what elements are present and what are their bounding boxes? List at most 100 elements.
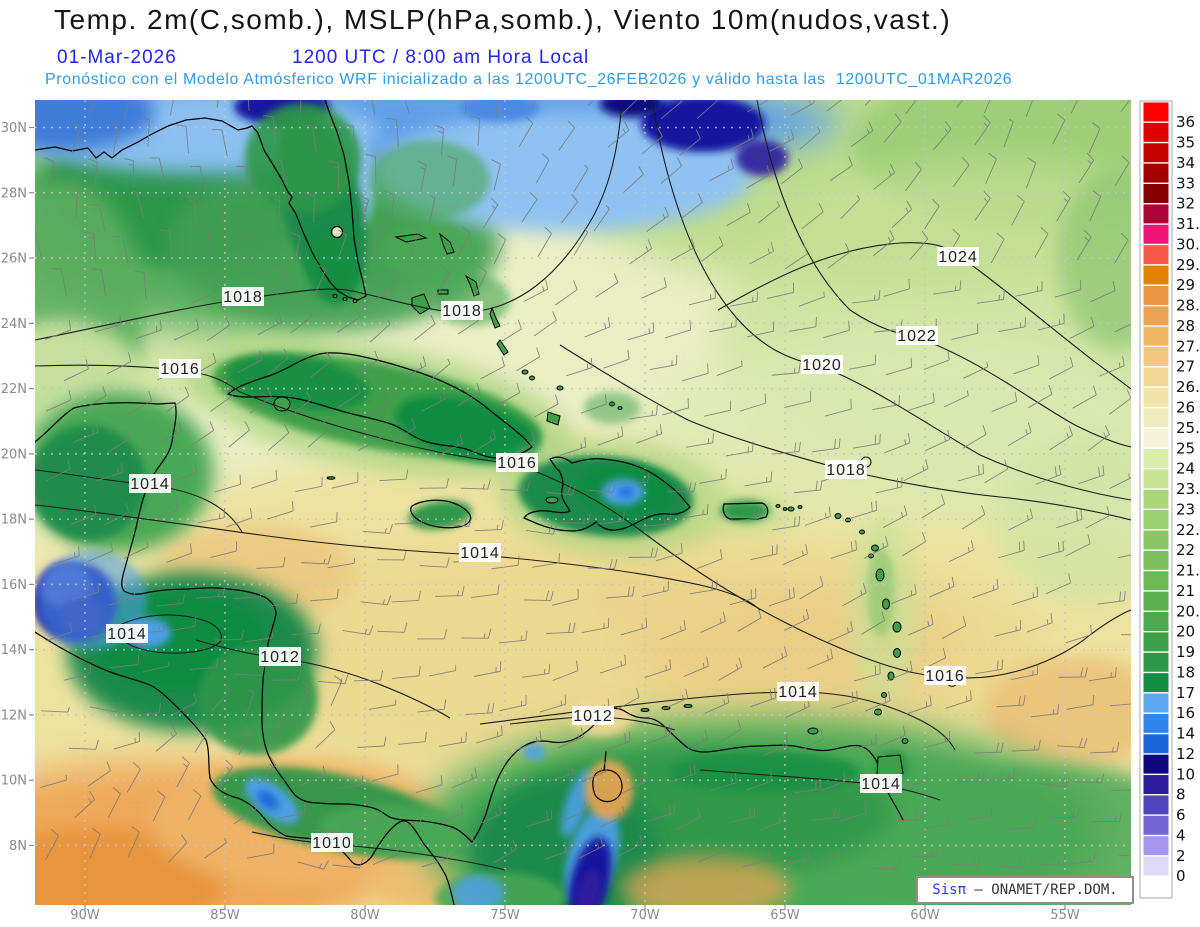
lon-label: 60W (910, 908, 940, 923)
axis-labels: 30N 28N 26N 24N 22N 20N 18N 16N 14N 12N 10N 8N 90W 85… (1, 121, 1080, 923)
wind-barb (337, 383, 361, 408)
isobar-label: 1018 (826, 462, 866, 479)
wind-barb (603, 349, 630, 369)
wind-barb (251, 470, 278, 489)
wind-barb (1121, 625, 1131, 636)
wind-barb (435, 586, 465, 597)
wind-barb (336, 308, 360, 333)
wind-barb (68, 739, 99, 750)
wind-barb (974, 115, 991, 146)
wind-barb (861, 610, 886, 635)
wind-barb (74, 790, 95, 819)
wind-barb (72, 422, 99, 443)
wind-barb (302, 124, 317, 153)
wind-barb (537, 226, 552, 257)
wind-barb (990, 232, 1005, 264)
wind-barb (560, 513, 591, 524)
isobar-label: 1014 (861, 776, 901, 793)
colorbar-cell (1143, 550, 1169, 570)
wind-barb (962, 424, 987, 449)
wind-barb (823, 320, 850, 339)
colorbar-cell (1143, 713, 1169, 733)
wind-barb (268, 424, 290, 451)
wind-barb (909, 230, 929, 260)
wind-barb (905, 100, 923, 115)
colorbar-tick-label: 18 (1176, 663, 1195, 681)
wind-barb (257, 312, 282, 336)
wind-barb (421, 389, 447, 412)
wind-barb (974, 190, 991, 221)
wind-barb (551, 589, 579, 606)
wind-barb (465, 703, 495, 715)
colorbar-cell (1143, 224, 1169, 244)
wind-barb (539, 694, 567, 713)
wind-barb (1110, 693, 1131, 707)
wind-barb (587, 100, 609, 106)
colorbar-cell (1143, 815, 1169, 835)
wind-barb (729, 128, 754, 151)
wind-barb (762, 735, 789, 757)
wind-barb (353, 670, 384, 682)
wind-barb (342, 625, 374, 636)
colorbar-tick-label: 29 (1176, 276, 1195, 294)
wind-barb (532, 100, 545, 107)
wind-barb (991, 391, 1018, 413)
wind-barb (620, 472, 650, 484)
wind-barb (368, 699, 397, 710)
wind-barb (679, 129, 701, 156)
wind-barb (665, 840, 692, 859)
wind-barb (156, 422, 182, 444)
wind-barb (1120, 100, 1131, 113)
wind-barb (171, 462, 198, 483)
wind-barb (472, 428, 496, 453)
wind-barb (573, 164, 589, 192)
colorbar-cell (1143, 102, 1169, 122)
lon-label: 55W (1050, 908, 1080, 923)
wind-barb (217, 759, 233, 790)
wind-barb (197, 226, 211, 256)
isobar-label: 1022 (897, 328, 937, 345)
wind-barb (334, 775, 364, 789)
wind-barb (1030, 704, 1060, 718)
lat-label: 28N (1, 186, 27, 201)
colorbar-cell (1143, 163, 1169, 183)
wind-barb (544, 840, 571, 860)
wind-barb (558, 120, 575, 151)
wind-barb (546, 622, 576, 634)
colorbar-tick-label: 34 (1176, 154, 1195, 172)
wind-barb (498, 319, 522, 344)
wind-barb (238, 724, 253, 755)
isobar-labels: 1018 1018 1016 1014 1024 1022 1020 1018 1016 1014… (106, 247, 979, 852)
colorbar-cell (1143, 143, 1169, 163)
wind-barb (811, 807, 841, 821)
wind-barb (986, 768, 1015, 782)
wind-barb (921, 494, 946, 519)
wind-barb (525, 809, 553, 828)
isobar-label: 1018 (223, 289, 263, 306)
wind-barb (104, 503, 129, 526)
wind-barb (234, 665, 265, 676)
wind-barb (1066, 851, 1096, 865)
wind-barb (491, 555, 520, 570)
wind-barb (849, 733, 877, 751)
wind-barb (330, 675, 343, 707)
wind-barb (357, 736, 387, 748)
wind-barb (379, 469, 409, 482)
wind-barb (875, 477, 903, 494)
wind-barb (429, 358, 451, 382)
wind-barb (885, 357, 913, 376)
wind-barb (109, 123, 119, 155)
lat-label: 10N (1, 774, 27, 789)
wind-barb (1054, 279, 1082, 298)
wind-barb (1007, 422, 1032, 447)
wind-barb (998, 540, 1025, 559)
wind-barb (886, 660, 913, 682)
colorbar-cell (1143, 775, 1169, 795)
wind-barb (742, 850, 770, 868)
wind-barb (730, 291, 759, 307)
colorbar-cell (1143, 448, 1169, 468)
wind-barb (1087, 425, 1110, 452)
wind-barb (44, 157, 54, 189)
wind-barb (521, 191, 538, 223)
wind-barb (545, 485, 576, 496)
